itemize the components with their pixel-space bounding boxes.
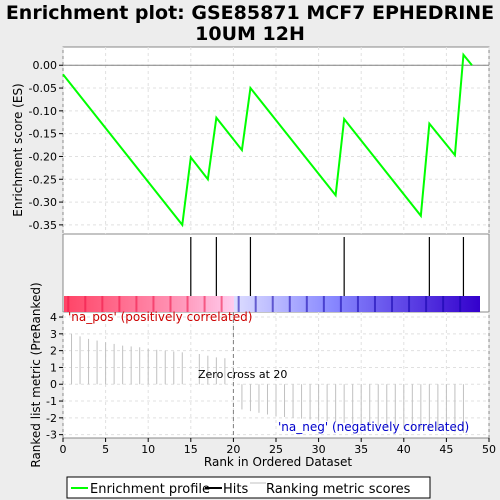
rank-band-stripe bbox=[152, 296, 155, 312]
neg-label: 'na_neg' (negatively correlated) bbox=[278, 420, 469, 434]
rank-band-stripe bbox=[459, 296, 462, 312]
rank-band-stripes bbox=[67, 296, 462, 312]
metric-y-tick-label: 2 bbox=[50, 345, 57, 358]
es-y-tick-label: 0.00 bbox=[33, 59, 58, 72]
rank-band-stripe bbox=[305, 296, 308, 312]
x-axis-label: Rank in Ordered Dataset bbox=[204, 455, 352, 469]
rank-band-stripe bbox=[67, 296, 70, 312]
pos-label: 'na_pos' (positively correlated) bbox=[68, 310, 252, 324]
legend-metric-label: Ranking metric scores bbox=[266, 482, 411, 497]
enrichment-profile-line bbox=[62, 52, 473, 228]
metric-y-tick-label: -2 bbox=[46, 412, 57, 425]
metric-y-tick-label: 0 bbox=[50, 378, 57, 391]
es-y-axis-label: Enrichment score (ES) bbox=[11, 83, 25, 216]
x-tick-label: 35 bbox=[354, 443, 368, 456]
es-y-tick-label: -0.15 bbox=[29, 128, 57, 141]
es-y-tick-label: -0.20 bbox=[29, 150, 57, 163]
rank-band-stripe bbox=[254, 296, 257, 312]
x-tick-label: 0 bbox=[60, 443, 67, 456]
es-y-tick-label: -0.25 bbox=[29, 173, 57, 186]
rank-band-stripe bbox=[322, 296, 325, 312]
rank-band-stripe bbox=[237, 296, 240, 312]
metric-y-axis: 4 3 2 1 0 -1 -2 -3 bbox=[46, 311, 63, 442]
rank-band-stripe bbox=[118, 296, 121, 312]
positive-rank-band bbox=[64, 296, 234, 312]
x-tick-label: 30 bbox=[312, 443, 326, 456]
x-tick-label: 40 bbox=[397, 443, 411, 456]
rank-band-stripe bbox=[288, 296, 291, 312]
rank-band-stripe bbox=[84, 296, 87, 312]
rank-band-stripe bbox=[271, 296, 274, 312]
rank-band-stripe bbox=[356, 296, 359, 312]
ranking-metric-bars bbox=[71, 333, 464, 433]
es-y-axis: 0.00 -0.05 -0.10 -0.15 -0.20 -0.25 -0.30 -0.35 bbox=[29, 59, 63, 232]
rank-band-stripe bbox=[442, 296, 445, 312]
rank-band-stripe bbox=[408, 296, 411, 312]
legend-box bbox=[66, 476, 431, 499]
zero-cross-label: Zero cross at 20 bbox=[198, 368, 287, 381]
metric-y-tick-label: 3 bbox=[50, 328, 57, 341]
rank-band-stripe bbox=[186, 296, 189, 312]
hit-lines bbox=[190, 237, 465, 296]
x-tick-label: 45 bbox=[439, 443, 453, 456]
rank-band-stripe bbox=[135, 296, 138, 312]
metric-y-tick-label: -3 bbox=[46, 429, 57, 442]
es-y-tick-label: -0.10 bbox=[29, 105, 57, 118]
rank-band-stripe bbox=[220, 296, 223, 312]
x-tick-label: 50 bbox=[482, 443, 496, 456]
rank-band-stripe bbox=[391, 296, 394, 312]
metric-y-tick-label: 1 bbox=[50, 361, 57, 374]
x-tick-label: 5 bbox=[102, 443, 109, 456]
rank-band-stripe bbox=[373, 296, 376, 312]
chart-title-line2: 10UM 12H bbox=[195, 23, 305, 45]
es-y-tick-label: -0.05 bbox=[29, 82, 57, 95]
legend-profile-label: Enrichment profile bbox=[90, 482, 210, 497]
es-grid bbox=[62, 47, 490, 234]
chart-title-line1: Enrichment plot: GSE85871 MCF7 EPHEDRINE bbox=[6, 2, 494, 24]
rank-band-stripe bbox=[425, 296, 428, 312]
legend-hits-label: Hits bbox=[223, 482, 248, 497]
x-tick-label: 15 bbox=[184, 443, 198, 456]
es-y-tick-label: -0.35 bbox=[29, 219, 57, 232]
rank-band-stripe bbox=[101, 296, 104, 312]
metric-y-axis-label: Ranked list metric (PreRanked) bbox=[29, 282, 43, 467]
es-y-tick-label: -0.30 bbox=[29, 196, 57, 209]
rank-band-stripe bbox=[169, 296, 172, 312]
x-axis: 0 5 10 15 20 25 30 35 40 45 50 bbox=[60, 438, 496, 456]
metric-y-tick-label: -1 bbox=[46, 395, 57, 408]
x-tick-label: 25 bbox=[269, 443, 283, 456]
metric-y-tick-label: 4 bbox=[50, 311, 57, 324]
x-tick-label: 20 bbox=[226, 443, 240, 456]
x-tick-label: 10 bbox=[141, 443, 155, 456]
rank-band-stripe bbox=[339, 296, 342, 312]
rank-band-stripe bbox=[203, 296, 206, 312]
